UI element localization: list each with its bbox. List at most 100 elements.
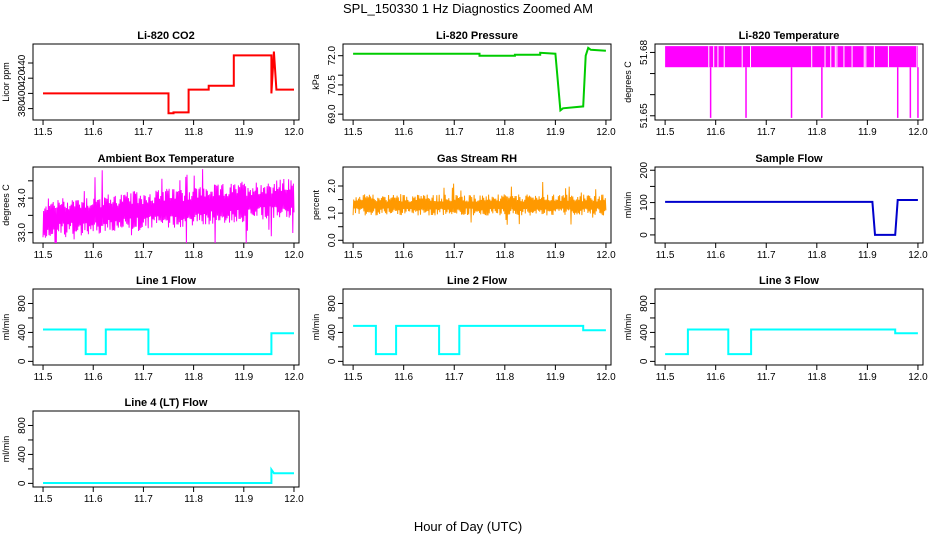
series-line	[665, 199, 918, 236]
y-tick-label: 51.65	[639, 103, 650, 128]
x-tick-label: 11.8	[184, 250, 203, 261]
y-tick-label: 1.0	[327, 206, 338, 220]
y-tick-label: 380	[17, 100, 28, 117]
x-tick-label: 11.7	[134, 494, 153, 505]
y-tick-label: 34.0	[17, 188, 28, 208]
x-tick-label: 11.5	[34, 372, 53, 383]
x-tick-label: 11.7	[757, 372, 776, 383]
plot-frame	[654, 166, 924, 244]
x-tick-label: 12.0	[284, 250, 304, 261]
x-tick-label: 12.0	[284, 372, 304, 383]
x-tick-label: 11.8	[184, 127, 203, 138]
plot-frame	[654, 43, 924, 121]
panel-6: Sample Flow 11.5 11.6 11.7 11.8 11.9 12.0 0 100 2…	[623, 153, 928, 261]
data-layer	[665, 199, 918, 236]
x-tick-label: 11.9	[234, 127, 253, 138]
x-tick-label: 11.6	[706, 250, 725, 261]
panel-title: Li-820 Temperature	[739, 30, 840, 42]
x-tick-label: 12.0	[596, 372, 616, 383]
figure-title: SPL_150330 1 Hz Diagnostics Zoomed AM	[343, 1, 593, 16]
plot-frame	[654, 288, 924, 366]
x-tick-label: 11.9	[858, 250, 877, 261]
x-tick-label: 11.5	[34, 250, 53, 261]
x-tick-label: 11.9	[546, 127, 565, 138]
x-tick-label: 11.6	[84, 127, 103, 138]
x-tick-label: 11.9	[234, 494, 253, 505]
plot-frame	[342, 288, 612, 366]
x-tick-label: 11.5	[344, 127, 363, 138]
y-tick-label: 800	[17, 417, 28, 434]
panel-4: Ambient Box Temperature 11.5 11.6 11.7 11.8 1…	[1, 153, 304, 261]
x-tick-label: 11.7	[134, 127, 153, 138]
y-tick-label: 400	[17, 446, 28, 463]
x-tick-label: 11.5	[656, 127, 675, 138]
y-axis-label: ml/min	[311, 314, 321, 341]
x-tick-label: 11.8	[495, 250, 514, 261]
y-tick-label: 0	[327, 358, 338, 364]
plot-frame	[32, 288, 300, 366]
y-tick-label: 800	[639, 295, 650, 312]
series-line	[352, 181, 607, 225]
y-tick-label: 70.5	[327, 75, 338, 95]
y-tick-label: 200	[639, 161, 650, 178]
y-tick-label: 400	[17, 85, 28, 102]
y-tick-label: 51.68	[639, 39, 650, 64]
y-tick-label: 33.0	[17, 222, 28, 242]
y-tick-label: 0	[17, 358, 28, 364]
data-layer	[43, 51, 294, 115]
y-tick-label: 0	[639, 232, 650, 238]
x-tick-label: 11.8	[184, 372, 203, 383]
series-line	[43, 328, 294, 356]
data-layer	[353, 324, 606, 356]
y-tick-label: 100	[639, 194, 650, 211]
panel-3: Li-820 Temperature 11.5 11.6 11.7 11.8 11.9 12…	[623, 30, 928, 138]
series-line	[353, 324, 606, 356]
panel-10: Line 4 (LT) Flow 11.5 11.6 11.7 11.8 11.9 12.0…	[1, 397, 304, 505]
plot-frame	[342, 166, 612, 244]
x-tick-label: 11.9	[546, 372, 565, 383]
x-tick-label: 11.8	[495, 372, 514, 383]
x-tick-label: 11.5	[344, 372, 363, 383]
plot-frame	[32, 166, 300, 244]
panel-2: Li-820 Pressure 11.5 11.6 11.7 11.8 11.9 12.0 6…	[311, 30, 616, 138]
panel-title: Gas Stream RH	[437, 153, 517, 165]
x-tick-label: 12.0	[596, 127, 616, 138]
x-tick-label: 11.6	[394, 372, 413, 383]
x-tick-label: 12.0	[284, 127, 304, 138]
x-tick-label: 11.9	[234, 372, 253, 383]
y-tick-label: 420	[17, 69, 28, 86]
y-axis-label: kPa	[311, 74, 321, 90]
y-axis-label: percent	[311, 189, 321, 220]
x-tick-label: 11.6	[84, 372, 103, 383]
x-tick-label: 11.7	[445, 372, 464, 383]
x-tick-label: 11.8	[807, 250, 826, 261]
x-tick-label: 11.7	[757, 127, 776, 138]
y-axis-label: ml/min	[1, 314, 11, 341]
panel-title: Li-820 CO2	[137, 30, 194, 42]
y-axis-label: degrees C	[623, 61, 633, 103]
y-axis-label: ml/min	[1, 436, 11, 463]
y-axis-label: ml/min	[623, 314, 633, 341]
panel-5: Gas Stream RH 11.5 11.6 11.7 11.8 11.9 12.0 0.0…	[311, 153, 616, 261]
x-tick-label: 11.7	[134, 372, 153, 383]
plot-frame	[32, 410, 300, 488]
x-tick-label: 11.5	[656, 372, 675, 383]
y-tick-label: 800	[17, 295, 28, 312]
x-tick-label: 11.7	[134, 250, 153, 261]
panel-title: Li-820 Pressure	[436, 30, 518, 42]
x-tick-label: 11.9	[858, 372, 877, 383]
plot-frame	[342, 43, 612, 121]
x-tick-label: 12.0	[596, 250, 616, 261]
x-tick-label: 11.8	[495, 127, 514, 138]
figure-xlabel: Hour of Day (UTC)	[414, 519, 522, 534]
x-tick-label: 11.7	[445, 250, 464, 261]
x-tick-label: 11.5	[34, 494, 53, 505]
plot-frame	[32, 43, 300, 121]
x-tick-label: 11.8	[184, 494, 203, 505]
data-layer	[353, 46, 606, 113]
x-tick-label: 11.6	[706, 372, 725, 383]
series-line	[42, 169, 295, 243]
panel-1: Li-820 CO2 11.5 11.6 11.7 11.8 11.9 12.0 380400…	[1, 30, 304, 138]
x-tick-label: 12.0	[284, 494, 304, 505]
